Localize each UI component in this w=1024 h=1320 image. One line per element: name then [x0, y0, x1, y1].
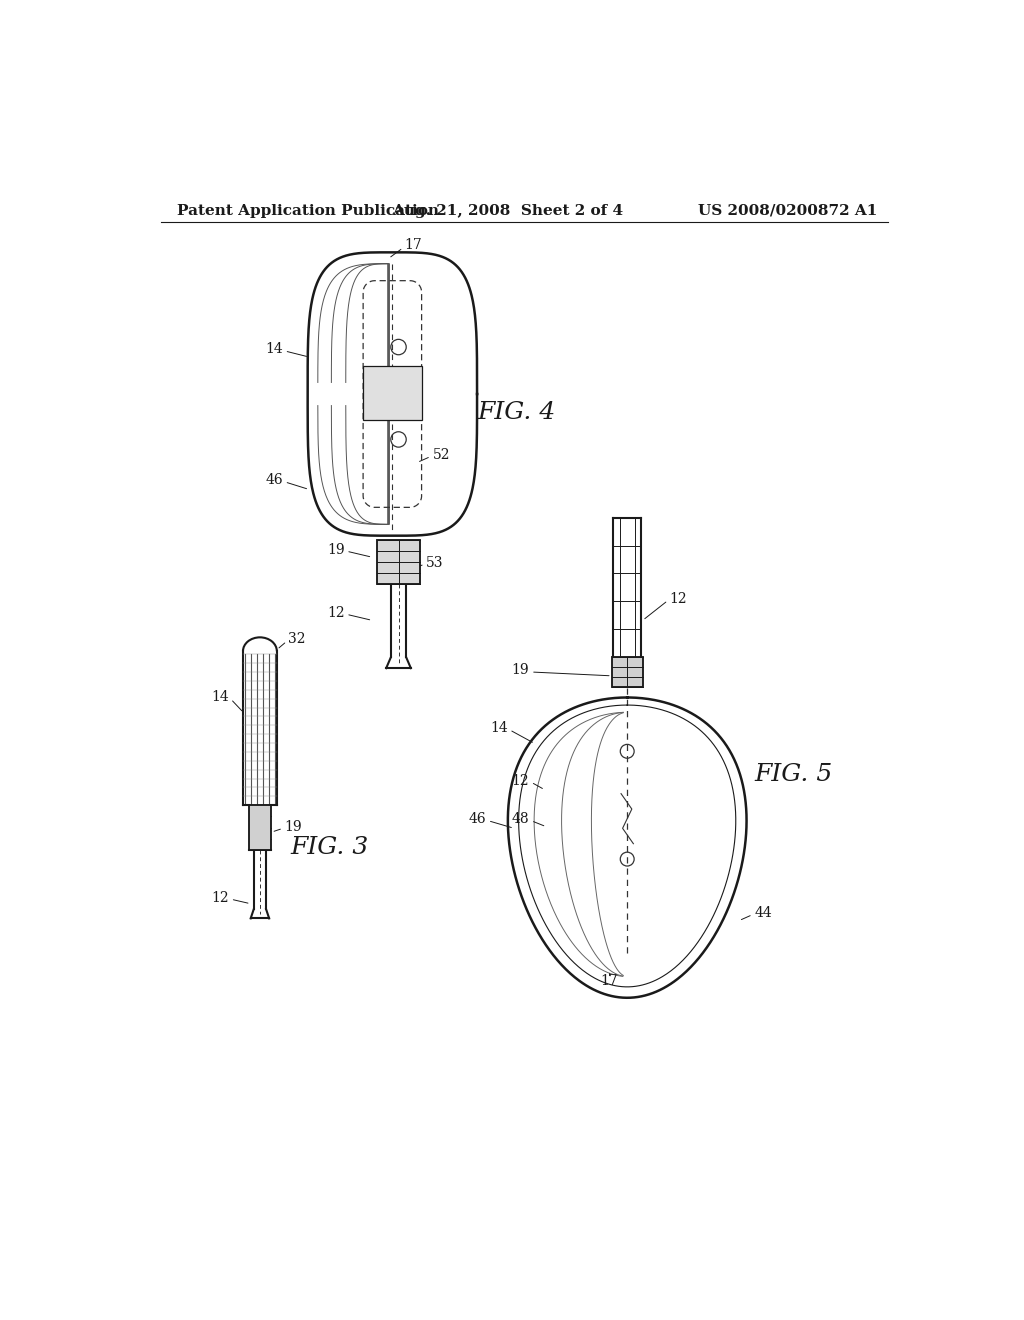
Text: 14: 14 [211, 690, 229, 705]
Text: FIG. 5: FIG. 5 [755, 763, 833, 785]
Bar [364, 367, 422, 420]
Bar [377, 540, 420, 585]
Text: FIG. 4: FIG. 4 [477, 401, 555, 424]
Text: 52: 52 [433, 447, 451, 462]
Text: 14: 14 [265, 342, 283, 356]
Text: 46: 46 [469, 812, 486, 826]
Text: 17: 17 [403, 239, 422, 252]
Text: US 2008/0200872 A1: US 2008/0200872 A1 [698, 203, 878, 218]
Bar [249, 805, 270, 850]
Text: 44: 44 [755, 906, 772, 920]
Text: 17: 17 [601, 974, 618, 987]
Text: Patent Application Publication: Patent Application Publication [177, 203, 438, 218]
Text: 14: 14 [490, 721, 508, 735]
Text: 32: 32 [289, 632, 306, 645]
Text: FIG. 3: FIG. 3 [291, 836, 369, 859]
Text: 46: 46 [265, 474, 283, 487]
Text: 53: 53 [425, 556, 443, 570]
Text: 12: 12 [327, 606, 345, 619]
Text: 19: 19 [285, 820, 302, 834]
Text: 12: 12 [512, 774, 529, 788]
Text: 12: 12 [670, 591, 687, 606]
Text: 19: 19 [327, 543, 345, 557]
Text: 12: 12 [212, 891, 229, 904]
Text: Aug. 21, 2008  Sheet 2 of 4: Aug. 21, 2008 Sheet 2 of 4 [392, 203, 624, 218]
Bar [611, 656, 643, 688]
Text: 19: 19 [512, 664, 529, 677]
Text: 48: 48 [512, 812, 529, 826]
